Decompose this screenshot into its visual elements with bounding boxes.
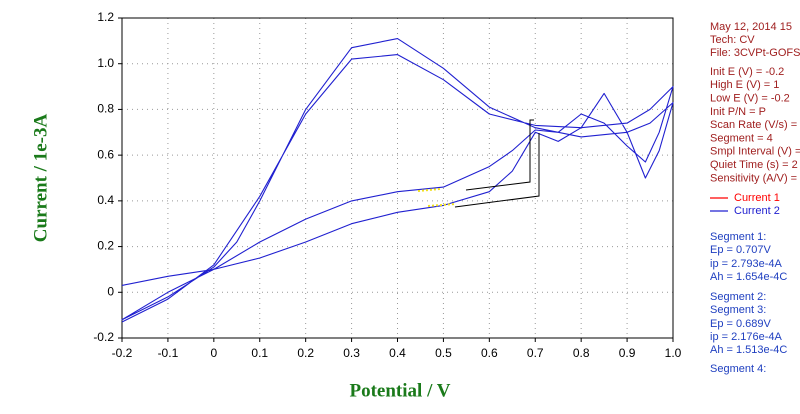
y-tick-label: -0.2 bbox=[93, 330, 114, 344]
plot-area bbox=[118, 17, 674, 342]
info-text: High E (V) = 1 bbox=[710, 79, 779, 91]
info-text: May 12, 2014 15 bbox=[710, 21, 792, 33]
baseline bbox=[454, 133, 540, 208]
info-text: Low E (V) = -0.2 bbox=[710, 93, 790, 105]
peak-text: Ah = 1.654e-4C bbox=[710, 271, 787, 283]
legend-label: Current 2 bbox=[734, 205, 780, 217]
peak-text: ip = 2.176e-4A bbox=[710, 331, 783, 343]
plot-frame bbox=[121, 17, 674, 339]
info-text: Init P/N = P bbox=[710, 106, 766, 118]
peak-text: Segment 1: bbox=[710, 231, 766, 243]
y-tick-label: 0.8 bbox=[97, 102, 114, 116]
info-text: Scan Rate (V/s) = bbox=[710, 119, 797, 131]
baseline bbox=[465, 119, 534, 191]
y-tick-label: 0.4 bbox=[97, 193, 114, 207]
peak-text: Segment 2: bbox=[710, 291, 766, 303]
y-tick-label: 0 bbox=[107, 284, 114, 298]
x-tick-label: -0.2 bbox=[112, 346, 133, 360]
x-tick-label: 0.9 bbox=[619, 346, 636, 360]
info-text: Init E (V) = -0.2 bbox=[710, 66, 784, 78]
x-tick-label: 0.6 bbox=[481, 346, 498, 360]
x-tick-label: 0.7 bbox=[527, 346, 544, 360]
x-tick-label: 0.5 bbox=[435, 346, 452, 360]
y-axis-title: Current / 1e-3A bbox=[30, 114, 51, 243]
x-tick-label: 0.3 bbox=[343, 346, 360, 360]
info-text: Quiet Time (s) = 2 bbox=[710, 159, 798, 171]
peak-text: Ah = 1.513e-4C bbox=[710, 344, 787, 356]
info-text: Segment = 4 bbox=[710, 132, 773, 144]
peak-text: ip = 2.793e-4A bbox=[710, 258, 783, 270]
y-tick-label: 0.6 bbox=[97, 147, 114, 161]
x-tick-label: 0 bbox=[210, 346, 217, 360]
x-tick-label: 0.2 bbox=[297, 346, 314, 360]
legend-label: Current 1 bbox=[734, 192, 780, 204]
x-tick-label: 0.1 bbox=[251, 346, 268, 360]
peak-text: Segment 3: bbox=[710, 304, 766, 316]
baselines bbox=[417, 119, 540, 208]
peak-text: Ep = 0.707V bbox=[710, 244, 772, 256]
info-text: Sensitivity (A/V) = bbox=[710, 172, 797, 184]
peak-text: Segment 4: bbox=[710, 363, 766, 375]
peak-marker bbox=[427, 203, 456, 207]
peak-text: Ep = 0.689V bbox=[710, 318, 772, 330]
info-text: File: 3CVPt-GOFS bbox=[710, 47, 800, 59]
y-tick-label: 1.0 bbox=[97, 56, 114, 70]
y-tick-label: 1.2 bbox=[97, 10, 114, 24]
x-axis-title: Potential / V bbox=[350, 380, 451, 401]
info-text: Smpl Interval (V) = bbox=[710, 146, 800, 158]
x-tick-label: 0.4 bbox=[389, 346, 406, 360]
x-tick-label: -0.1 bbox=[158, 346, 179, 360]
x-tick-label: 1.0 bbox=[665, 346, 682, 360]
info-text: Tech: CV bbox=[710, 34, 755, 46]
x-tick-label: 0.8 bbox=[573, 346, 590, 360]
y-tick-label: 0.2 bbox=[97, 239, 114, 253]
